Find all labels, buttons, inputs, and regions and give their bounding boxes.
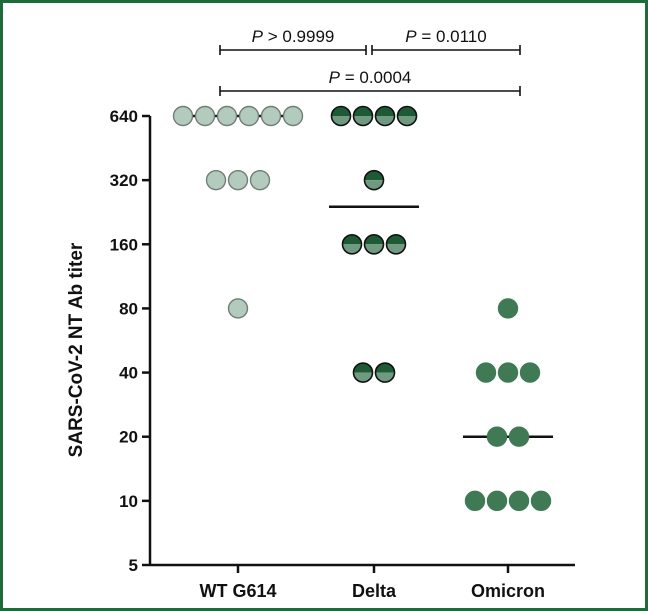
y-tick-label: 640 xyxy=(110,107,138,126)
data-point xyxy=(205,169,227,191)
p-value-label: P = 0.0004 xyxy=(329,68,412,87)
y-tick-label: 320 xyxy=(110,171,138,190)
data-point xyxy=(374,362,396,383)
data-point xyxy=(227,169,249,191)
x-category-label: WT G614 xyxy=(199,581,276,601)
p-value-label: P = 0.0110 xyxy=(405,27,486,46)
y-tick-label: 5 xyxy=(129,556,138,575)
p-value-label: P > 0.9999 xyxy=(252,27,335,46)
data-point xyxy=(530,490,552,512)
data-point xyxy=(396,105,418,127)
data-point xyxy=(363,169,385,191)
data-point xyxy=(475,362,497,383)
data-points xyxy=(172,105,552,512)
data-point xyxy=(352,105,374,127)
axes: 5 10 20 40 80 160 320 640 xyxy=(110,107,575,575)
data-point xyxy=(216,105,238,127)
comparison-bracket: P > 0.9999 xyxy=(219,27,367,55)
y-axis-title: SARS-CoV-2 NT Ab titer xyxy=(66,242,87,457)
category-labels: WT G614 Delta Omicron xyxy=(199,565,545,601)
data-point xyxy=(341,233,363,255)
data-point xyxy=(385,233,407,255)
data-point xyxy=(238,105,260,127)
data-point xyxy=(172,105,194,127)
median-lines xyxy=(193,114,553,438)
significance-annotations: P > 0.9999 P = 0.0110 P = 0.0004 xyxy=(219,27,521,96)
y-tick-label: 160 xyxy=(110,235,138,254)
data-point xyxy=(194,105,216,127)
data-point xyxy=(486,426,508,447)
data-point xyxy=(249,169,271,191)
y-tick-label: 80 xyxy=(119,299,138,318)
data-point xyxy=(363,233,385,255)
data-point xyxy=(508,426,530,447)
comparison-bracket: P = 0.0110 xyxy=(371,27,521,55)
x-category-label: Omicron xyxy=(471,581,545,601)
data-point xyxy=(497,298,519,319)
data-point xyxy=(497,362,519,383)
data-point xyxy=(519,362,541,383)
x-category-label: Delta xyxy=(352,581,397,601)
data-point xyxy=(508,490,530,512)
y-tick-label: 40 xyxy=(119,364,138,383)
data-point xyxy=(282,105,304,127)
comparison-bracket: P = 0.0004 xyxy=(219,68,521,96)
data-point xyxy=(464,490,486,512)
data-point xyxy=(330,105,352,127)
y-tick-label: 20 xyxy=(119,428,138,447)
data-point xyxy=(352,362,374,383)
data-point xyxy=(260,105,282,127)
data-point xyxy=(374,105,396,127)
y-tick-label: 10 xyxy=(119,492,138,511)
data-point xyxy=(486,490,508,512)
data-point xyxy=(227,298,249,319)
